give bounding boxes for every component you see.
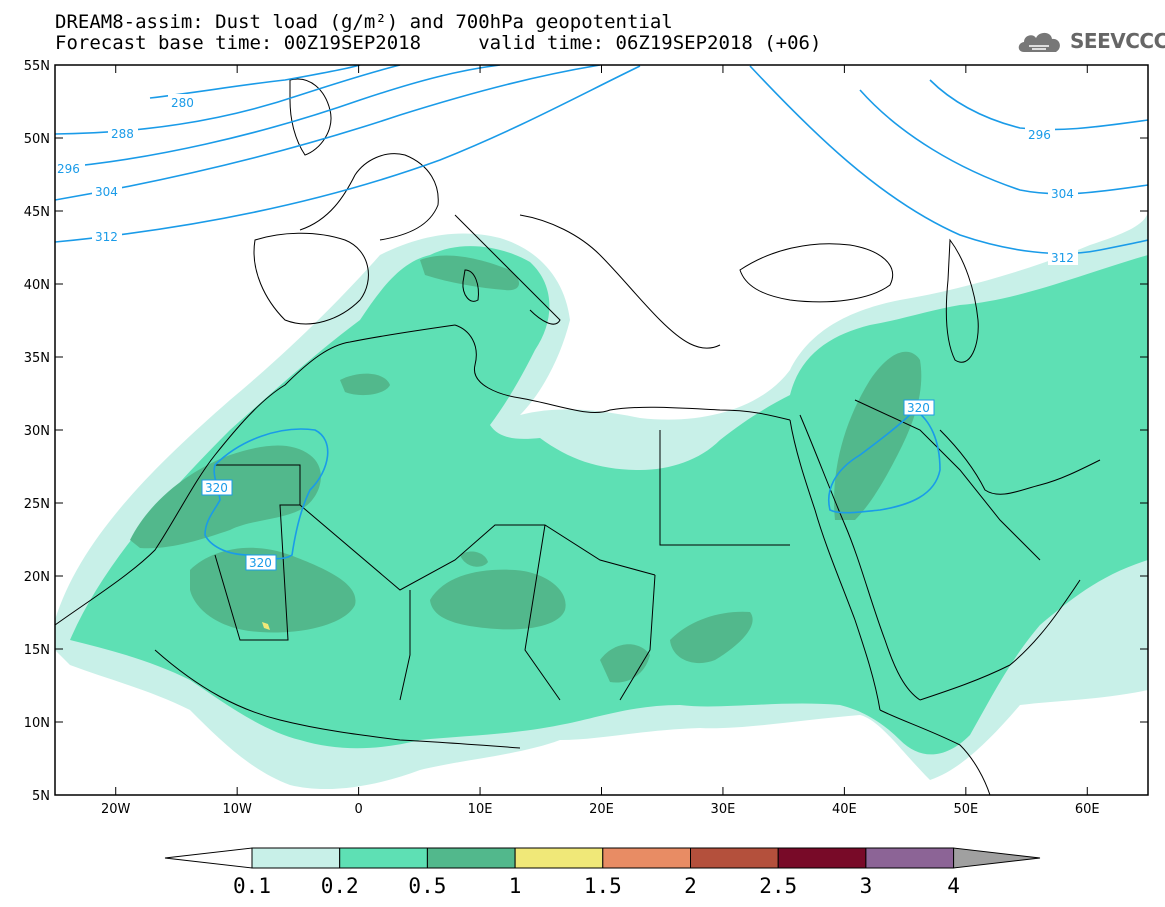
lat-label: 40N <box>24 278 50 293</box>
lon-label: 20W <box>101 802 131 817</box>
balkans <box>519 214 721 349</box>
lat-label: 30N <box>24 424 50 439</box>
coastlines <box>55 78 1101 795</box>
contour-label-304-west: 304 <box>95 185 118 199</box>
contour-320-east <box>828 408 941 514</box>
colorbar-label: 0.2 <box>321 874 359 898</box>
dust-field <box>55 210 1148 790</box>
contour-label-320-c: 320 <box>907 401 930 415</box>
lon-label: 0 <box>354 802 362 817</box>
colorbar: 0.1 0.2 0.5 1 1.5 2 2.5 3 4 <box>164 847 1041 898</box>
dust-level-1 <box>262 622 270 630</box>
lon-label: 40E <box>832 802 857 817</box>
cloud-icon <box>1018 32 1060 52</box>
colorbar-swatch-3 <box>514 847 604 869</box>
sardinia <box>462 269 479 302</box>
contour-label-280: 280 <box>171 96 194 110</box>
horn-coast <box>879 709 991 795</box>
contour-label-304-east: 304 <box>1051 187 1074 201</box>
lat-label: 10N <box>24 716 50 731</box>
lat-label: 25N <box>24 497 50 512</box>
lon-label: 30E <box>711 802 736 817</box>
colorbar-swatch-5 <box>690 847 779 869</box>
lat-label: 50N <box>24 132 50 147</box>
seevccc-logo: SEEVCCC <box>1016 28 1165 54</box>
lon-label: 60E <box>1075 802 1100 817</box>
arabia-south <box>919 579 1081 701</box>
colorbar-label: 3 <box>860 874 873 898</box>
contour-labels: 280 288 296 304 312 296 304 312 320 320 … <box>55 94 1078 571</box>
italy <box>454 214 561 325</box>
caspian-sea <box>945 238 979 363</box>
colorbar-swatch-6 <box>777 847 867 869</box>
contour-label-288: 288 <box>111 127 134 141</box>
contour-label-296-east: 296 <box>1028 128 1051 142</box>
axes: 55N 50N 45N 40N 35N 30N 25N 20N 15N 10N 5N 20W 10W 0 1… <box>24 59 1148 817</box>
contour-label-320-a: 320 <box>205 481 228 495</box>
colorbar-label: 1 <box>509 874 522 898</box>
arabia-border <box>854 399 1041 561</box>
lat-label: 20N <box>24 570 50 585</box>
red-sea-east <box>799 414 921 701</box>
colorbar-label: 1.5 <box>584 874 622 898</box>
contour-312-west <box>55 65 641 243</box>
black-sea <box>739 243 893 303</box>
north-africa-coast <box>454 324 791 421</box>
contour-296-west <box>55 65 501 169</box>
lon-label: 20E <box>589 802 614 817</box>
lat-label: 45N <box>24 205 50 220</box>
colorbar-right-arrow <box>953 847 1041 869</box>
contour-304-east <box>859 89 1148 195</box>
gulf-guinea-coast <box>154 649 521 749</box>
west-africa-coast <box>55 324 456 626</box>
colorbar-swatch-7 <box>865 847 955 869</box>
contour-304-west <box>55 65 601 201</box>
map-title: DREAM8-assim: Dust load (g/m²) and 700hP… <box>55 11 673 33</box>
lat-label: 15N <box>24 643 50 658</box>
africa-border-4 <box>399 524 656 701</box>
lon-label: 10E <box>468 802 493 817</box>
colorbar-label: 4 <box>947 874 960 898</box>
forecast-time-line: Forecast base time: 00Z19SEP2018 valid t… <box>55 32 822 54</box>
colorbar-label: 2.5 <box>759 874 797 898</box>
france <box>299 153 439 241</box>
colorbar-label: 2 <box>684 874 697 898</box>
contour-label-312-west: 312 <box>95 230 118 244</box>
africa-border-2 <box>299 504 656 591</box>
contour-label-296-west: 296 <box>57 162 80 176</box>
red-sea-west <box>789 419 881 711</box>
contour-label-320-b: 320 <box>249 556 272 570</box>
colorbar-label: 0.1 <box>233 874 271 898</box>
iberia <box>253 232 369 325</box>
contour-288 <box>55 65 401 135</box>
lon-label: 50E <box>953 802 978 817</box>
africa-border-3 <box>659 430 790 546</box>
contour-320-west <box>204 428 329 560</box>
colorbar-left-arrow <box>164 847 253 869</box>
lat-label: 55N <box>24 59 50 74</box>
gulf-coast <box>939 429 1101 495</box>
contour-280 <box>149 65 361 99</box>
lat-label: 35N <box>24 351 50 366</box>
africa-border-1 <box>214 464 301 641</box>
contour-label-312-east: 312 <box>1051 251 1074 265</box>
colorbar-swatch-0 <box>251 847 341 869</box>
britain <box>289 78 332 156</box>
lat-label: 5N <box>32 789 50 804</box>
contour-296-east <box>929 79 1148 131</box>
lon-label: 10W <box>222 802 252 817</box>
colorbar-swatch-2 <box>426 847 516 869</box>
colorbar-swatch-4 <box>602 847 691 869</box>
contour-312-east <box>749 65 1148 255</box>
colorbar-swatch-1 <box>339 847 428 869</box>
logo-text: SEEVCCC <box>1070 29 1165 53</box>
colorbar-label: 0.5 <box>408 874 446 898</box>
